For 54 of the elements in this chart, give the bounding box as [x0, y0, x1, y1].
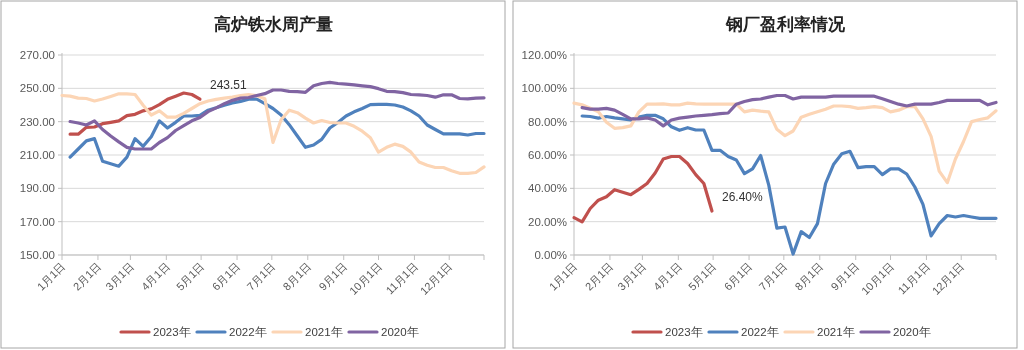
- y-tick-label: 60.00%: [527, 149, 567, 161]
- legend-label: 2021年: [305, 326, 343, 338]
- x-tick-label: 5月1日: [173, 259, 207, 293]
- legend-label: 2020年: [381, 326, 419, 338]
- x-tick-label: 7月1日: [244, 259, 278, 293]
- x-tick-label: 8月1日: [280, 259, 314, 293]
- y-tick-label: 120.00%: [521, 49, 567, 61]
- chart-title: 高炉铁水周产量: [213, 15, 333, 34]
- x-tick-label: 12月1日: [417, 259, 455, 297]
- line-series: [572, 154, 714, 224]
- x-tick-label: 11月1日: [895, 259, 932, 297]
- x-tick-label: 6月1日: [721, 259, 755, 293]
- y-tick-label: 80.00%: [527, 115, 567, 128]
- y-tick-label: 170.00: [19, 215, 55, 228]
- y-tick-label: 100.00%: [521, 82, 567, 95]
- y-tick-label: 190.00: [19, 182, 55, 195]
- x-tick-label: 6月1日: [209, 259, 243, 293]
- x-tick-label: 2月1日: [70, 259, 104, 293]
- x-tick-label: 1月1日: [34, 259, 68, 293]
- x-tick-label: 3月1日: [615, 259, 648, 293]
- legend-label: 2022年: [741, 326, 779, 338]
- line-series: [60, 92, 486, 175]
- legend-label: 2022年: [229, 326, 267, 338]
- x-tick-label: 3月1日: [103, 259, 136, 293]
- y-tick-label: 250.00: [19, 82, 55, 95]
- x-tick-label: 2月1日: [582, 259, 616, 293]
- y-tick-label: 210.00: [19, 149, 55, 161]
- line-series: [572, 101, 998, 185]
- line-series: [68, 80, 486, 151]
- x-tick-label: 4月1日: [651, 259, 684, 293]
- line-series: [68, 97, 486, 168]
- y-tick-label: 40.00%: [527, 182, 567, 195]
- x-tick-label: 8月1日: [792, 259, 826, 293]
- y-tick-label: 0.00%: [534, 249, 567, 261]
- legend-label: 2021年: [817, 326, 855, 338]
- x-tick-label: 7月1日: [756, 259, 790, 293]
- x-tick-label: 11月1日: [383, 259, 420, 297]
- y-tick-label: 150.00: [19, 249, 55, 261]
- line-series: [580, 113, 998, 256]
- y-tick-label: 230.00: [19, 115, 55, 128]
- legend-label: 2023年: [665, 326, 703, 338]
- line-series: [580, 93, 998, 128]
- y-tick-label: 20.00%: [527, 215, 567, 228]
- x-tick-label: 1月1日: [546, 259, 580, 293]
- x-tick-label: 12月1日: [929, 259, 967, 297]
- data-label: 243.51: [209, 78, 247, 93]
- y-tick-label: 270.00: [19, 49, 55, 61]
- data-label: 26.40%: [721, 190, 763, 204]
- x-tick-label: 4月1日: [139, 259, 172, 293]
- legend-label: 2020年: [893, 326, 931, 338]
- chart-title: 钢厂盈利率情况: [724, 15, 846, 34]
- line-series: [68, 91, 202, 136]
- legend-label: 2023年: [153, 326, 191, 338]
- x-tick-label: 5月1日: [685, 259, 719, 293]
